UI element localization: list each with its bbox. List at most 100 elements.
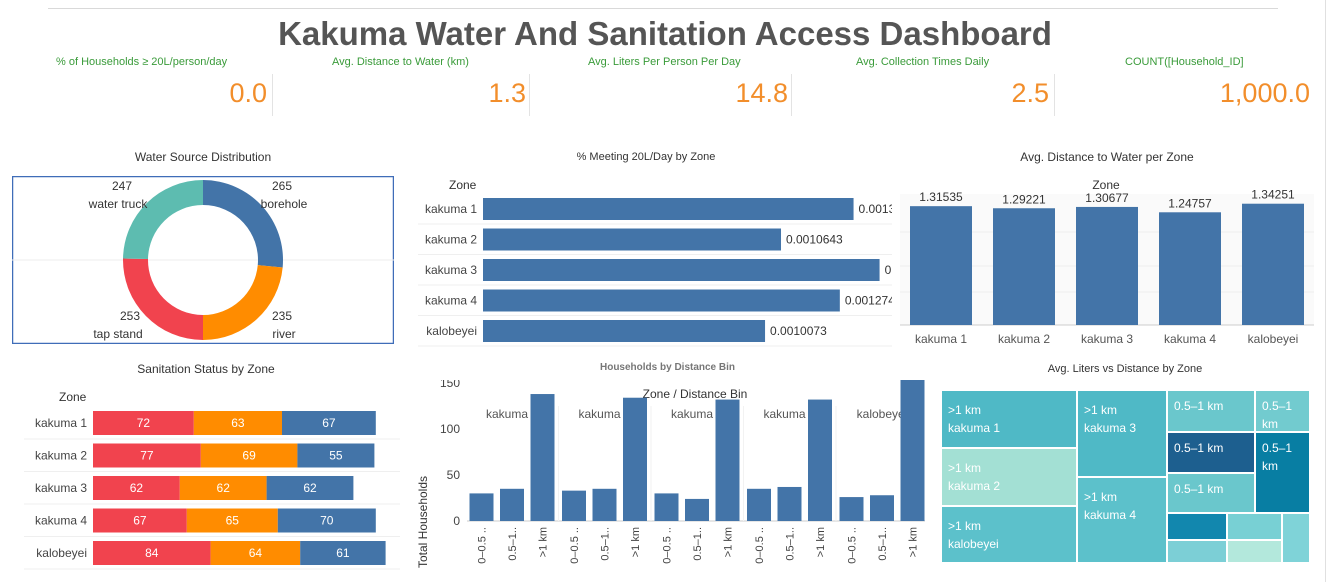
stacked-bar-segment [93, 541, 211, 565]
zone-header: kakuma 2 [578, 407, 630, 421]
stacked-bar-segment [179, 476, 267, 500]
donut-slice-borehole [203, 180, 284, 268]
category-label: kakuma 3 [425, 263, 477, 277]
stacked-bar-segment [297, 443, 375, 468]
meeting-20l-bar-chart[interactable]: Zone kakuma 1 0.0013234 kakuma 2 0.0010643 ka… [400, 172, 892, 348]
stacked-bar-segment [186, 508, 278, 533]
chart-title: % Meeting 20L/Day by Zone [576, 151, 716, 163]
treemap-cell [1167, 540, 1227, 563]
stacked-bar-segment [193, 411, 282, 435]
bar [483, 228, 782, 251]
kpi-label: Avg. Collection Times Daily [856, 56, 990, 68]
treemap-cell: 0.5–1 km [1255, 390, 1310, 432]
data-label: 1.29221 [1002, 192, 1046, 206]
segment-label: 77 [140, 449, 154, 463]
treemap-cell [1227, 540, 1282, 563]
bar [910, 206, 972, 325]
donut-slice-water-truck [123, 180, 203, 259]
bar [483, 289, 840, 312]
kpi-label: Avg. Liters Per Person Per Day [588, 56, 741, 68]
cell-zone-label: kakuma 3 [1084, 421, 1137, 435]
kpi-label: % of Households ≥ 20L/person/day [56, 56, 228, 68]
bar [469, 493, 494, 521]
cell-zone-label: kalobeyei [948, 537, 999, 551]
tick-label: 50 [447, 468, 461, 482]
donut-slice-river [203, 265, 283, 340]
kpi-value: 14.8 [735, 78, 788, 108]
sanitation-stacked-bar-chart[interactable]: Zone kakuma 1 72 63 67 kakuma 2 77 69 55 kakuma 3… [12, 384, 400, 570]
segment-label: 84 [145, 546, 159, 560]
bar [747, 488, 771, 521]
bar [562, 490, 586, 521]
kpi-divider [1054, 74, 1055, 116]
segment-label: 64 [249, 546, 263, 560]
treemap-cell: 0.5–1 km [1255, 432, 1310, 513]
zone-header: kalobeyei [857, 407, 908, 421]
axis-title: Zone [59, 390, 87, 404]
segment-label: 62 [217, 481, 231, 495]
category-label: kakuma 2 [35, 449, 87, 463]
kpi-collection-times: Avg. Collection Times Daily 2.5 [820, 56, 1055, 116]
cell-bin-label: >1 km [1084, 403, 1118, 417]
cell-bin-label: >1 km [1084, 490, 1118, 504]
treemap-cell [1282, 513, 1310, 563]
data-label: 0.0012744 [845, 294, 892, 308]
water-source-donut-chart[interactable]: 265 borehole 235 river 253 tap stand 247 water … [12, 176, 394, 344]
tick-label: 0–0.5 .. [754, 527, 766, 564]
slice-value-label: 253 [120, 309, 140, 323]
slice-value-label: 235 [272, 309, 292, 323]
tick-label: 0.5–1.. [507, 527, 519, 561]
category-label: kakuma 1 [915, 332, 967, 346]
stacked-bar-segment [277, 508, 376, 533]
cell-zone-label: kakuma 4 [1084, 508, 1137, 522]
zone-header: kakuma 1 [486, 407, 538, 421]
data-label: 0.0014163 [885, 263, 892, 277]
bar [715, 399, 740, 521]
segment-label: 72 [137, 416, 151, 430]
bar [1242, 203, 1304, 325]
bar [777, 486, 802, 521]
segment-label: 62 [130, 481, 144, 495]
bar [808, 399, 832, 521]
data-label: 1.34251 [1251, 188, 1295, 202]
avg-distance-bar-chart[interactable]: Zone 1.31535 kakuma 1 1.29221 kakuma 2 1.3067… [898, 172, 1316, 350]
bar [1159, 212, 1221, 325]
data-label: 0.0013234 [859, 202, 892, 216]
treemap-cell: >1 km kakuma 4 [1077, 477, 1167, 563]
treemap-cell: >1 km kakuma 1 [941, 390, 1077, 448]
category-label: kakuma 2 [425, 233, 477, 247]
treemap-cell [1167, 513, 1227, 540]
data-label: 1.30677 [1085, 191, 1129, 205]
data-label: 0.0010643 [786, 233, 843, 247]
tick-label: >1 km [630, 527, 642, 557]
chart-title: Avg. Liters vs Distance by Zone [1047, 363, 1203, 375]
tick-label: 0–0.5 .. [662, 527, 674, 564]
kpi-divider [791, 74, 792, 116]
segment-label: 70 [320, 514, 334, 528]
kpi-divider [272, 74, 273, 116]
cell-bin-label: 0.5–1 km [1262, 441, 1293, 473]
liters-distance-treemap[interactable]: >1 km kakuma 1 >1 km kakuma 2 >1 km kalobeyei… [941, 390, 1310, 563]
slice-name-label: tap stand [93, 327, 142, 341]
tick-label: >1 km [908, 527, 920, 557]
distance-bin-bar-chart[interactable]: Zone / Distance Bin Total Households 0 50 10… [405, 380, 930, 580]
tick-label: >1 km [815, 527, 827, 557]
segment-label: 67 [322, 416, 336, 430]
tick-label: >1 km [723, 527, 735, 557]
zone-header: kakuma 3 [671, 407, 723, 421]
category-label: kakuma 4 [425, 294, 477, 308]
stacked-bar-segment [282, 411, 376, 435]
tick-label: 100 [440, 422, 460, 436]
category-label: kakuma 3 [1081, 332, 1133, 346]
category-label: kakuma 1 [425, 202, 477, 216]
category-label: kalobeyei [36, 546, 87, 560]
bar [1076, 206, 1138, 325]
bar [623, 397, 647, 521]
segment-label: 65 [226, 514, 240, 528]
kpi-value: 0.0 [229, 78, 267, 108]
chart-title: Water Source Distribution [134, 150, 272, 164]
slice-value-label: 247 [112, 179, 132, 193]
treemap-cell: 0.5–1 km [1167, 390, 1255, 432]
bar [530, 394, 555, 521]
chart-title: Sanitation Status by Zone [137, 362, 275, 376]
